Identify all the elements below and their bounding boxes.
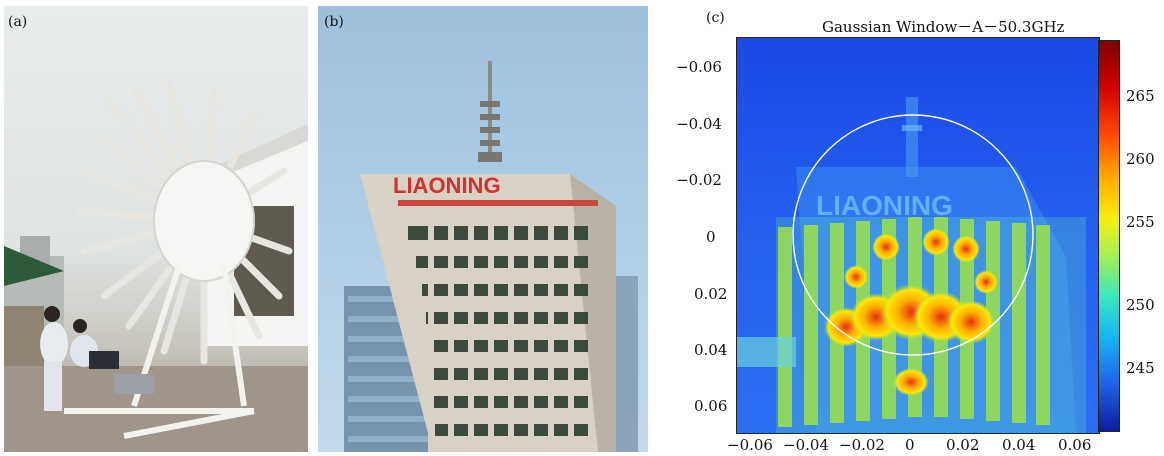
y-tick: 0 — [706, 228, 716, 246]
plot-frame — [736, 37, 1100, 434]
colorbar-tick: 260 — [1126, 150, 1155, 168]
antenna-array-illustration — [4, 77, 308, 452]
x-tick: 0 — [905, 436, 915, 454]
thermal-image: LIAONING — [736, 37, 1100, 434]
y-tick: 0.04 — [694, 341, 728, 359]
y-tick: −0.02 — [676, 171, 722, 189]
building-illustration: LIAONING — [344, 61, 638, 452]
y-tick: 0.02 — [694, 285, 728, 303]
x-tick: −0.02 — [839, 436, 885, 454]
panel-a-label: (a) — [8, 14, 28, 30]
colorbar-tick: 265 — [1126, 87, 1155, 105]
panel-b-label: (b) — [324, 14, 344, 30]
colorbar-tick: 255 — [1126, 213, 1155, 231]
x-tick: 0.06 — [1058, 436, 1092, 454]
panel-c-label: (c) — [706, 10, 725, 26]
x-tick: 0.02 — [946, 436, 980, 454]
colorbar-tick: 250 — [1126, 296, 1155, 314]
x-tick: −0.06 — [727, 436, 773, 454]
colorbar-tick: 245 — [1126, 359, 1155, 377]
y-tick: 0.06 — [694, 397, 728, 415]
x-tick: −0.04 — [783, 436, 829, 454]
thermal-overlay-text: LIAONING — [816, 190, 953, 221]
thermal-image-panel: (c) Gaussian Window－A－50.3GHz LIAONING — [654, 0, 1164, 456]
y-tick: −0.06 — [676, 58, 722, 76]
thermal-image-title: Gaussian Window－A－50.3GHz — [822, 18, 1065, 36]
antenna-array-photo: (a) — [4, 6, 308, 452]
building-photo: LIAONING (b) — [318, 6, 648, 452]
building-sign-text: LIAONING — [393, 173, 501, 198]
x-tick: 0.04 — [1002, 436, 1036, 454]
colorbar — [1098, 40, 1120, 432]
y-tick: −0.04 — [676, 115, 722, 133]
